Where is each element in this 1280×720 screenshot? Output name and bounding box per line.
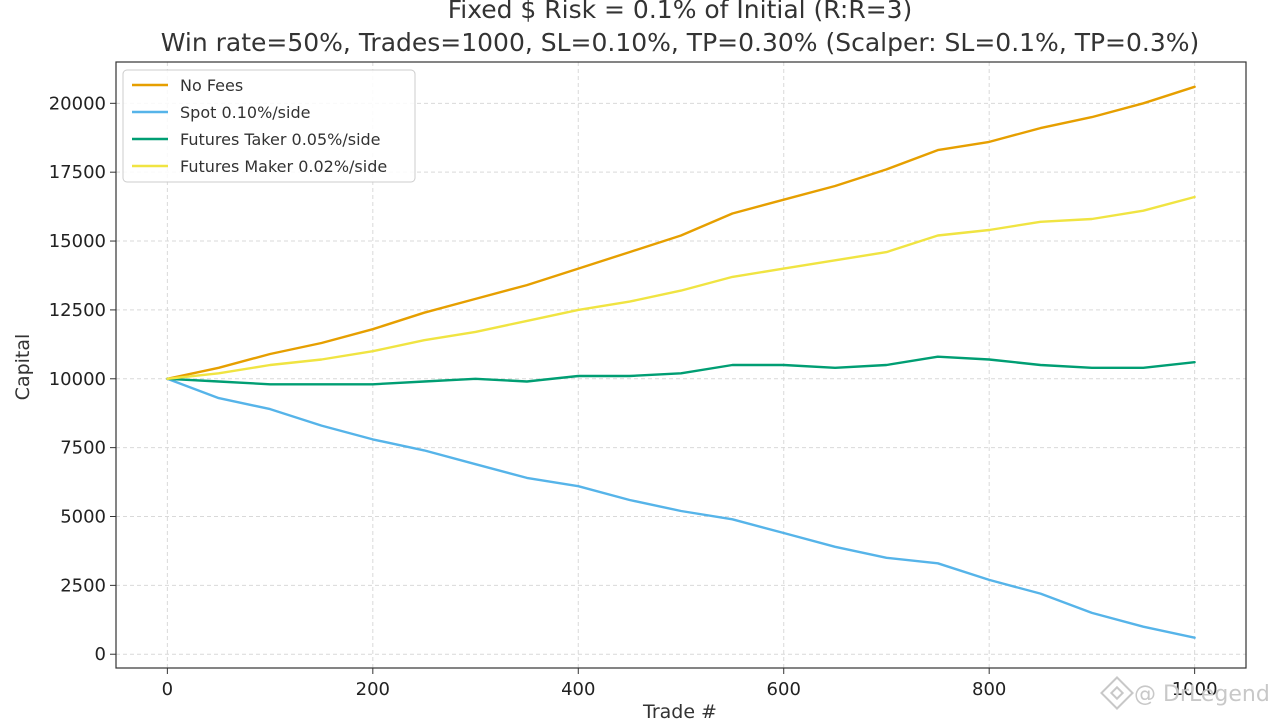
y-tick-label: 7500 [60, 438, 106, 459]
axis-ticks: 0 200 400 600 800 100002500500075001000012500… [49, 93, 1218, 700]
x-tick-label: 0 [162, 679, 173, 700]
x-tick-label: 1000 [1172, 679, 1218, 700]
y-axis-label: Capital [12, 334, 34, 401]
y-tick-label: 12500 [49, 300, 106, 321]
chart-subtitle: Win rate=50%, Trades=1000, SL=0.10%, TP=… [161, 28, 1200, 57]
series-line-1 [166, 377, 1196, 639]
y-tick-label: 17500 [49, 162, 106, 183]
legend-label-3: Futures Maker 0.02%/side [180, 157, 387, 176]
y-tick-label: 5000 [60, 507, 106, 528]
binance-logo-icon [1100, 676, 1134, 710]
x-axis-label: Trade # [642, 701, 717, 720]
y-tick-label: 15000 [49, 231, 106, 252]
legend-label-0: No Fees [180, 76, 243, 95]
x-tick-label: 400 [561, 679, 595, 700]
watermark-text: @ DrLegend [1134, 682, 1270, 707]
y-tick-label: 2500 [60, 575, 106, 596]
x-tick-label: 800 [972, 679, 1006, 700]
watermark: @ DrLegend [1100, 676, 1270, 710]
x-tick-label: 600 [767, 679, 801, 700]
y-tick-label: 20000 [49, 93, 106, 114]
chart-title: Fixed $ Risk = 0.1% of Initial (R:R=3) [448, 0, 913, 24]
series-lines [166, 85, 1196, 639]
series-line-2 [166, 355, 1196, 386]
x-tick-label: 200 [356, 679, 390, 700]
legend-box [122, 69, 416, 183]
legend: No Fees Spot 0.10%/side Futures Taker 0.05… [122, 69, 416, 183]
legend-label-2: Futures Taker 0.05%/side [180, 130, 381, 149]
legend-label-1: Spot 0.10%/side [180, 103, 310, 122]
y-tick-label: 0 [95, 644, 106, 665]
series-line-0 [166, 85, 1196, 380]
series-line-3 [166, 195, 1196, 380]
y-tick-label: 10000 [49, 369, 106, 390]
plot-frame [115, 61, 1247, 669]
grid [116, 62, 1246, 668]
